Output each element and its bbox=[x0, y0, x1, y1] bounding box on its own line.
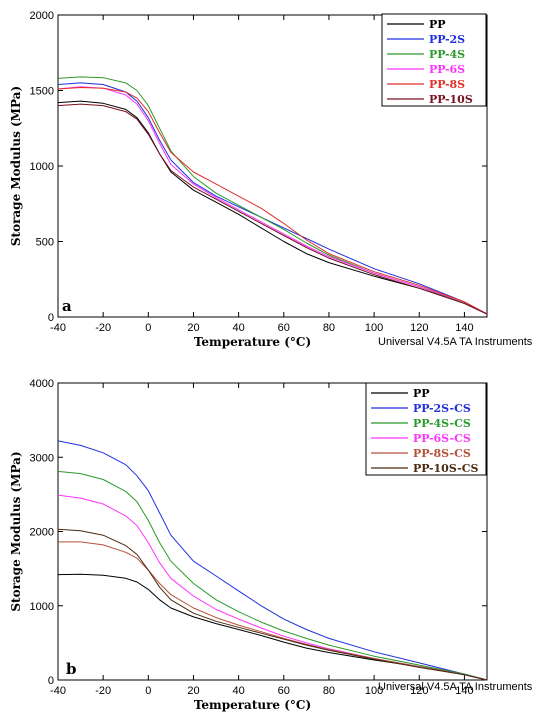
x-tick-label: 60 bbox=[278, 685, 290, 697]
x-tick-label: 100 bbox=[365, 322, 383, 334]
panel-label: b bbox=[66, 660, 77, 678]
x-tick-label: 0 bbox=[145, 322, 151, 334]
x-tick-label: 80 bbox=[323, 685, 335, 697]
legend-box bbox=[381, 13, 487, 107]
x-axis-title: Temperature (°C) bbox=[194, 335, 311, 349]
x-tick-label: 80 bbox=[323, 322, 335, 334]
series-line-pp-4s bbox=[57, 76, 488, 315]
chart-panel-a: 0 500 1000 1500 2000 -40 -20 0 20 40 60 80 100 120 140… bbox=[9, 10, 533, 349]
legend-entry: PP-10S bbox=[429, 93, 473, 106]
x-tick-label: 40 bbox=[233, 322, 245, 334]
legend-entry: PP-8S-CS bbox=[413, 447, 471, 460]
y-tick-label: 500 bbox=[36, 237, 54, 249]
series-line-pp-4s-cs bbox=[57, 470, 488, 681]
legend-entry: PP-6S-CS bbox=[413, 432, 471, 445]
series-line-pp bbox=[57, 100, 488, 315]
y-tick-label: 1500 bbox=[30, 86, 54, 98]
x-axis-title: Temperature (°C) bbox=[194, 698, 311, 712]
x-tick-label: -20 bbox=[95, 685, 111, 697]
x-tick-label: 100 bbox=[365, 685, 383, 697]
series-line-pp-2s-cs bbox=[57, 440, 488, 681]
x-tick-label: 40 bbox=[233, 685, 245, 697]
y-axis-title: Storage Modulus (MPa) bbox=[9, 86, 23, 246]
x-tick-label: 0 bbox=[145, 685, 151, 697]
x-tick-label: 120 bbox=[410, 685, 428, 697]
legend-entry: PP bbox=[429, 18, 446, 31]
y-tick-label: 2000 bbox=[30, 10, 54, 22]
legend: PP PP-2S PP-4S PP-6S PP-8S PP-10S bbox=[381, 13, 487, 107]
x-tick-label: 140 bbox=[455, 322, 473, 334]
panel-label: a bbox=[62, 297, 72, 315]
x-tick-label: 120 bbox=[410, 322, 428, 334]
series-line-pp-2s bbox=[57, 82, 488, 315]
series-line-pp-6s bbox=[57, 86, 488, 315]
legend-entry: PP bbox=[413, 387, 430, 400]
chart-panel-b: 0 1000 2000 3000 4000 -40 -20 0 20 40 60 80 100 120 14… bbox=[9, 378, 533, 712]
x-tick-label: -40 bbox=[50, 322, 66, 334]
instrument-footer: Universal V4.5A TA Instruments bbox=[378, 336, 533, 348]
series-line-pp bbox=[57, 573, 488, 681]
y-tick-label: 0 bbox=[48, 675, 54, 687]
x-tick-label: -20 bbox=[95, 322, 111, 334]
legend-entry: PP-4S bbox=[429, 48, 465, 61]
legend: PP PP-2S-CS PP-4S-CS PP-6S-CS PP-8S-CS PP-10S… bbox=[365, 382, 487, 476]
y-tick-label: 4000 bbox=[30, 378, 54, 390]
legend-entry: PP-6S bbox=[429, 63, 465, 76]
y-axis-title: Storage Modulus (MPa) bbox=[9, 451, 23, 611]
x-tick-label: -40 bbox=[50, 685, 66, 697]
y-tick-label: 1000 bbox=[30, 601, 54, 613]
legend-entry: PP-2S-CS bbox=[413, 402, 471, 415]
x-tick-label: 20 bbox=[187, 322, 199, 334]
y-tick-label: 0 bbox=[48, 312, 54, 324]
y-tick-label: 2000 bbox=[30, 527, 54, 539]
legend-entry: PP-2S bbox=[429, 33, 465, 46]
legend-entry: PP-10S-CS bbox=[413, 462, 478, 475]
x-tick-label: 20 bbox=[187, 685, 199, 697]
legend-entry: PP-4S-CS bbox=[413, 417, 471, 430]
x-tick-label: 60 bbox=[278, 322, 290, 334]
instrument-footer: Universal V4.5A TA Instruments bbox=[378, 681, 533, 693]
legend-entry: PP-8S bbox=[429, 78, 465, 91]
series-line-pp-8s-cs bbox=[58, 541, 488, 681]
series-line-pp-10s-cs bbox=[57, 528, 488, 681]
series-line-pp-10s bbox=[57, 103, 488, 315]
x-tick-label: 140 bbox=[455, 685, 473, 697]
y-tick-label: 3000 bbox=[30, 452, 54, 464]
series-line-pp-6s-cs bbox=[57, 494, 488, 681]
series-line-pp-8s bbox=[57, 87, 488, 315]
y-tick-label: 1000 bbox=[30, 161, 54, 173]
legend-box bbox=[365, 382, 487, 476]
